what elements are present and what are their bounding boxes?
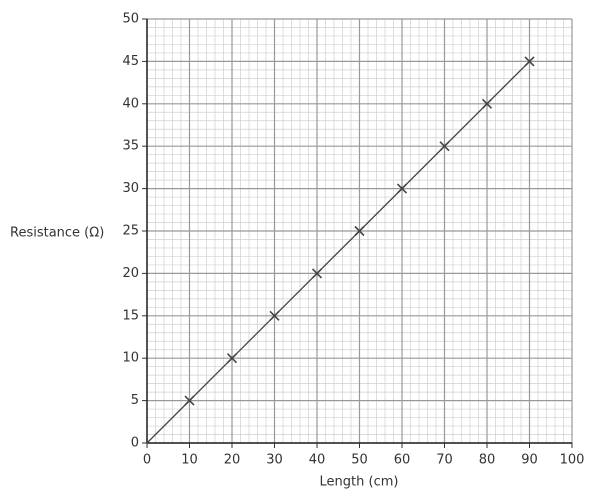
trend-line	[146, 60, 530, 444]
y-tick-label: 25	[122, 224, 139, 239]
x-tick-label: 70	[436, 453, 453, 468]
x-tick-label: 100	[560, 453, 585, 468]
y-tick-label: 40	[122, 96, 139, 111]
y-tick-label: 5	[131, 393, 139, 408]
data-point	[311, 268, 323, 279]
y-tick-label: 45	[122, 54, 139, 69]
x-tick-label: 20	[224, 453, 241, 468]
y-tick-label: 35	[122, 139, 139, 154]
data-point	[226, 353, 238, 364]
x-tick-label: 50	[351, 453, 368, 468]
data-point	[439, 141, 450, 152]
data-point	[481, 98, 493, 109]
x-tick-label: 40	[309, 453, 326, 468]
data-point	[396, 183, 408, 194]
x-tick-label: 0	[143, 453, 151, 468]
data-point	[184, 395, 195, 406]
y-tick-label: 10	[122, 351, 139, 366]
x-tick-label: 80	[479, 453, 496, 468]
y-tick-label: 15	[122, 308, 139, 323]
y-tick-label: 50	[122, 12, 139, 27]
x-tick-label: 90	[521, 453, 538, 468]
y-tick-label: 0	[131, 436, 139, 451]
x-tick-label: 60	[394, 453, 411, 468]
y-tick-label: 20	[122, 266, 139, 281]
data-point	[354, 225, 365, 237]
x-tick-label: 10	[181, 453, 198, 468]
data-point	[524, 56, 535, 67]
y-tick-label: 30	[122, 181, 139, 196]
x-axis-label: Length (cm)	[320, 475, 399, 490]
x-tick-label: 30	[266, 453, 283, 468]
data-point	[269, 310, 280, 321]
y-axis-label: Resistance (Ω)	[10, 226, 104, 241]
